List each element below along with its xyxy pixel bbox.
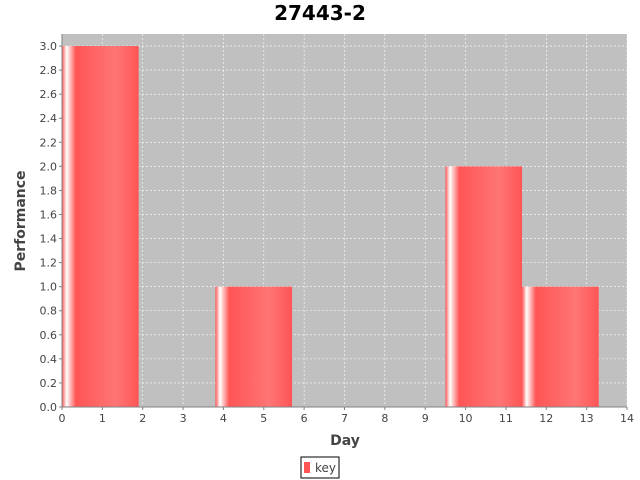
bar: [522, 286, 599, 407]
y-tick-label: 1.8: [40, 184, 58, 197]
x-tick-label: 13: [580, 412, 594, 425]
y-tick-label: 3.0: [40, 40, 58, 53]
bar: [445, 166, 523, 407]
x-tick-label: 11: [499, 412, 513, 425]
x-tick-label: 14: [620, 412, 634, 425]
y-tick-label: 0.2: [40, 377, 58, 390]
bar: [215, 286, 293, 407]
x-tick-label: 7: [341, 412, 348, 425]
legend-label: key: [315, 461, 336, 475]
y-tick-label: 0.4: [40, 353, 58, 366]
x-tick-label: 4: [220, 412, 227, 425]
y-tick-label: 0.8: [40, 305, 58, 318]
x-axis-ticks: 0 1 2 3 4 5 6 7 8 9 10 11 12 13 14: [59, 407, 634, 425]
x-tick-label: 0: [59, 412, 66, 425]
chart-title: 27443-2: [274, 1, 366, 25]
legend: key: [300, 456, 340, 479]
bars-group: [62, 46, 599, 407]
x-tick-label: 6: [301, 412, 308, 425]
bar: [62, 46, 139, 407]
y-tick-label: 2.0: [40, 160, 58, 173]
y-tick-label: 1.0: [40, 281, 58, 294]
x-tick-label: 10: [459, 412, 473, 425]
y-tick-label: 0.6: [40, 329, 58, 342]
y-tick-label: 1.4: [40, 233, 58, 246]
x-tick-label: 12: [539, 412, 553, 425]
y-tick-label: 1.6: [40, 208, 58, 221]
y-tick-label: 2.8: [40, 64, 58, 77]
x-tick-label: 2: [139, 412, 146, 425]
legend-swatch: [304, 462, 310, 473]
x-tick-label: 5: [260, 412, 267, 425]
y-tick-label: 2.2: [40, 136, 58, 149]
y-tick-label: 2.4: [40, 112, 58, 125]
y-tick-label: 0.0: [40, 401, 58, 414]
y-axis-ticks: 0.0 0.2 0.4 0.6 0.8 1.0 1.2 1.4 1.6 1.8 2.0 2.2 2.4 2…: [40, 40, 62, 414]
y-tick-label: 2.6: [40, 88, 58, 101]
x-tick-label: 9: [422, 412, 429, 425]
y-tick-label: 1.2: [40, 257, 58, 270]
x-tick-label: 1: [99, 412, 106, 425]
x-tick-label: 8: [381, 412, 388, 425]
legend-box: [300, 456, 340, 479]
x-axis-label: Day: [330, 433, 360, 449]
x-tick-label: 3: [180, 412, 187, 425]
y-axis-label: Performance: [13, 170, 29, 271]
